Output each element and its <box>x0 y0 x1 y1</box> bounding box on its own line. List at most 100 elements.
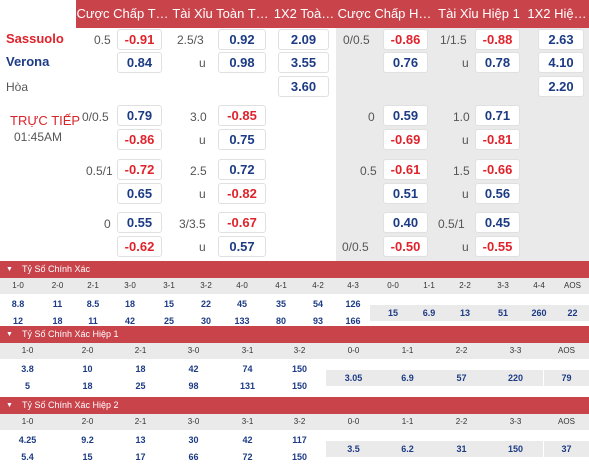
score-odds[interactable]: 126 <box>345 299 361 309</box>
score-odds[interactable]: 18 <box>82 381 93 391</box>
score-odds[interactable]: 98 <box>188 381 199 391</box>
score-odds[interactable]: 18 <box>52 316 63 326</box>
header-half-handicap[interactable]: Cược Chấp H… <box>336 0 433 28</box>
half-1x2-odds[interactable]: 4.10 <box>538 52 584 73</box>
over-under-odds[interactable]: -0.85 <box>218 105 266 126</box>
half-over-under-odds[interactable]: -0.81 <box>475 129 520 150</box>
score-odds[interactable]: 35 <box>275 299 286 309</box>
header-handicap[interactable]: Cược Chấp T… <box>76 0 169 28</box>
cs1-title-bar[interactable]: ▼ Tỷ Số Chính Xác <box>0 261 589 278</box>
score-odds[interactable]: 11 <box>88 316 98 326</box>
score-odds[interactable]: 30 <box>188 435 199 445</box>
handicap-odds[interactable]: 0.84 <box>117 52 162 73</box>
collapse-triangle-icon[interactable]: ▼ <box>6 402 13 409</box>
half-handicap-odds[interactable]: 0.59 <box>383 105 428 126</box>
score-odds[interactable]: 166 <box>345 316 361 326</box>
score-odds[interactable]: 117 <box>292 435 307 445</box>
half-1x2-draw-odds[interactable]: 2.20 <box>538 76 584 97</box>
over-under-odds[interactable]: 0.92 <box>218 29 266 50</box>
score-odds[interactable]: 13 <box>444 305 486 321</box>
score-odds[interactable]: 31 <box>434 441 489 457</box>
score-odds[interactable]: 25 <box>163 316 174 326</box>
score-odds[interactable]: 3.05 <box>326 370 381 386</box>
score-odds[interactable]: 80 <box>275 316 286 326</box>
handicap-odds[interactable]: -0.62 <box>117 236 162 257</box>
half-over-under-odds[interactable]: -0.66 <box>475 159 520 180</box>
score-odds[interactable]: 220 <box>488 370 543 386</box>
half-over-under-odds[interactable]: -0.55 <box>475 236 520 257</box>
score-odds[interactable]: 150 <box>291 364 308 374</box>
half-1x2-odds[interactable]: 2.63 <box>538 29 584 50</box>
score-odds[interactable]: 37 <box>544 441 589 457</box>
cs3-title-bar[interactable]: ▼ Tỷ Số Chính Xác Hiệp 2 <box>0 397 589 414</box>
header-half-1x2[interactable]: 1X2 Hiệ… <box>525 0 589 28</box>
score-odds[interactable]: 131 <box>239 381 256 391</box>
score-odds[interactable]: 57 <box>434 370 489 386</box>
score-odds[interactable]: 74 <box>242 364 253 374</box>
half-over-under-odds[interactable]: 0.45 <box>475 212 520 233</box>
score-odds[interactable]: 18 <box>135 364 146 374</box>
header-half-over-under[interactable]: Tài Xỉu Hiệp 1 <box>433 0 525 28</box>
over-under-odds[interactable]: 0.98 <box>218 52 266 73</box>
score-odds[interactable]: 66 <box>188 452 199 462</box>
half-handicap-odds[interactable]: 0.76 <box>383 52 428 73</box>
score-odds[interactable]: 13 <box>135 435 146 445</box>
score-odds[interactable]: 8.5 <box>86 299 100 309</box>
score-odds[interactable]: 15 <box>163 299 174 309</box>
score-odds[interactable]: 45 <box>236 299 247 309</box>
collapse-triangle-icon[interactable]: ▼ <box>6 331 13 338</box>
over-under-odds[interactable]: 0.57 <box>218 236 266 257</box>
score-odds[interactable]: 42 <box>124 316 135 326</box>
score-odds[interactable]: 17 <box>135 452 146 462</box>
score-odds[interactable]: 72 <box>242 452 253 462</box>
score-odds[interactable]: 6.2 <box>380 441 435 457</box>
away-team[interactable]: Verona <box>6 54 50 69</box>
score-odds[interactable]: 4.25 <box>18 435 37 445</box>
half-handicap-odds[interactable]: -0.61 <box>383 159 428 180</box>
half-over-under-odds[interactable]: -0.88 <box>475 29 520 50</box>
score-odds[interactable]: 18 <box>124 299 135 309</box>
score-odds[interactable]: 11 <box>52 299 63 309</box>
score-odds[interactable]: 3.5 <box>326 441 381 457</box>
collapse-triangle-icon[interactable]: ▼ <box>6 266 13 273</box>
score-odds[interactable]: 9.2 <box>81 435 94 445</box>
score-odds[interactable]: 10 <box>82 364 93 374</box>
half-handicap-odds[interactable]: 0.51 <box>383 183 428 204</box>
score-odds[interactable]: 79 <box>544 370 589 386</box>
handicap-odds[interactable]: 0.55 <box>117 212 162 233</box>
half-over-under-odds[interactable]: 0.56 <box>475 183 520 204</box>
score-odds[interactable]: 5.4 <box>21 452 34 462</box>
half-handicap-odds[interactable]: -0.86 <box>383 29 428 50</box>
score-odds[interactable]: 150 <box>291 452 308 462</box>
score-odds[interactable]: 5 <box>24 381 30 391</box>
handicap-odds[interactable]: 0.79 <box>117 105 162 126</box>
score-odds[interactable]: 260 <box>518 305 560 321</box>
score-odds[interactable]: 150 <box>488 441 543 457</box>
score-odds[interactable]: 30 <box>200 316 211 326</box>
score-odds[interactable]: 8.8 <box>11 299 25 309</box>
score-odds[interactable]: 133 <box>234 316 250 326</box>
over-under-odds[interactable]: -0.82 <box>218 183 266 204</box>
header-over-under[interactable]: Tài Xỉu Toàn T… <box>169 0 272 28</box>
handicap-odds[interactable]: -0.91 <box>117 29 162 50</box>
half-handicap-odds[interactable]: -0.50 <box>383 236 428 257</box>
1x2-draw-odds[interactable]: 3.60 <box>278 76 329 97</box>
score-odds[interactable]: 6.9 <box>380 370 435 386</box>
1x2-odds[interactable]: 3.55 <box>278 52 329 73</box>
score-odds[interactable]: 42 <box>188 364 199 374</box>
handicap-odds[interactable]: -0.72 <box>117 159 162 180</box>
score-odds[interactable]: 25 <box>135 381 146 391</box>
half-handicap-odds[interactable]: -0.69 <box>383 129 428 150</box>
score-odds[interactable]: 15 <box>370 305 416 321</box>
1x2-odds[interactable]: 2.09 <box>278 29 329 50</box>
cs2-title-bar[interactable]: ▼ Tỷ Số Chính Xác Hiệp 1 <box>0 326 589 343</box>
handicap-odds[interactable]: -0.86 <box>117 129 162 150</box>
half-handicap-odds[interactable]: 0.40 <box>383 212 428 233</box>
score-odds[interactable]: 93 <box>312 316 323 326</box>
handicap-odds[interactable]: 0.65 <box>117 183 162 204</box>
over-under-odds[interactable]: -0.67 <box>218 212 266 233</box>
score-odds[interactable]: 12 <box>12 316 23 326</box>
score-odds[interactable]: 3.8 <box>21 364 34 374</box>
score-odds[interactable]: 54 <box>312 299 323 309</box>
score-odds[interactable]: 42 <box>242 435 253 445</box>
